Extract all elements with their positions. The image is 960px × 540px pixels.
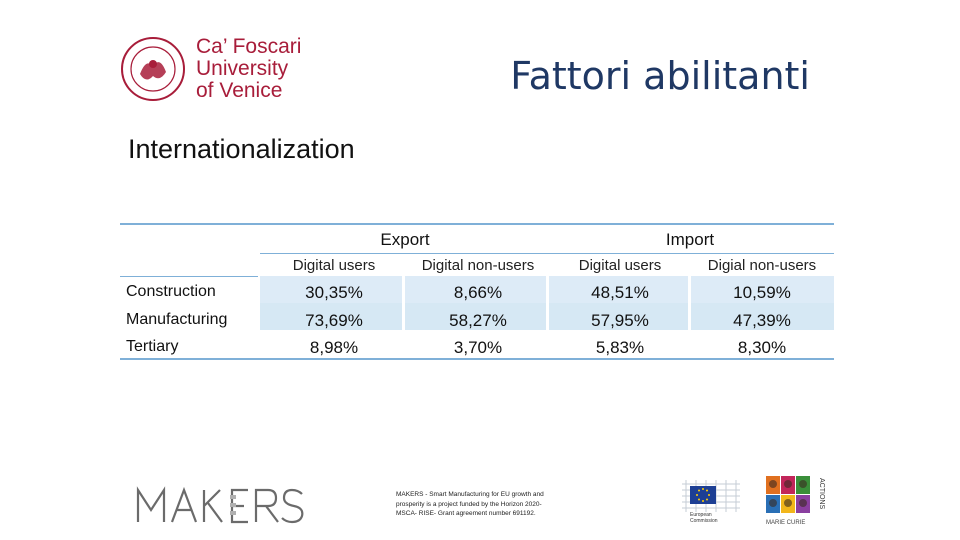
table-cell: 73,69%	[305, 311, 363, 330]
row-label-tertiary: Tertiary	[126, 338, 179, 355]
slide-subtitle: Internationalization	[128, 134, 355, 164]
group-header-export: Export	[380, 230, 430, 249]
table-cell: 3,70%	[453, 338, 503, 357]
table-cell: 47,39%	[733, 311, 791, 330]
table-cell: 8,98%	[309, 338, 359, 357]
column-header: Digital users	[578, 257, 662, 274]
funding-note: MAKERS - Smart Manufacturing for EU grow…	[396, 491, 544, 517]
slide-title: Fattori abilitanti	[510, 54, 810, 98]
table-cell: 5,83%	[595, 338, 645, 357]
column-header: Digial non-users	[707, 257, 817, 274]
group-header-import: Import	[665, 230, 715, 249]
table-cell: 57,95%	[591, 311, 649, 330]
makers-logo	[136, 486, 304, 524]
university-line-3: of Venice	[196, 79, 283, 102]
table-cell: 30,35%	[305, 283, 363, 302]
table-band-row-1	[260, 276, 834, 303]
table-bottom-rule	[120, 358, 834, 360]
university-name: Ca’ Foscari University of Venice	[196, 36, 301, 102]
row-label-manufacturing: Manufacturing	[126, 311, 228, 328]
table-cell: 8,30%	[737, 338, 787, 357]
svg-text:ACTIONS: ACTIONS	[818, 478, 825, 509]
row-label-construction: Construction	[126, 283, 216, 300]
table-band-row-2	[260, 303, 834, 330]
european-commission-logo: European Commission	[676, 474, 746, 528]
table-cell: 48,51%	[591, 283, 649, 302]
university-logo: Ca’ Foscari University of Venice	[120, 36, 310, 106]
table-group-rule	[260, 253, 834, 254]
svg-text:MARIE CURIE: MARIE CURIE	[766, 520, 805, 526]
table-cell: 58,27%	[449, 311, 507, 330]
svg-text:European: European	[690, 512, 712, 518]
university-seal-icon	[121, 37, 185, 101]
university-line-1: Ca’ Foscari	[196, 35, 302, 58]
table-top-rule	[120, 223, 834, 225]
msca-actions-logo: MARIE CURIE ACTIONS	[766, 476, 825, 526]
table-cell: 8,66%	[453, 283, 503, 302]
svg-text:Commission: Commission	[690, 518, 718, 524]
table-cell: 10,59%	[733, 283, 791, 302]
column-header: Digital non-users	[421, 257, 535, 274]
table-label-rule	[120, 276, 258, 277]
university-line-2: University	[196, 57, 289, 80]
column-header: Digital users	[292, 257, 376, 274]
